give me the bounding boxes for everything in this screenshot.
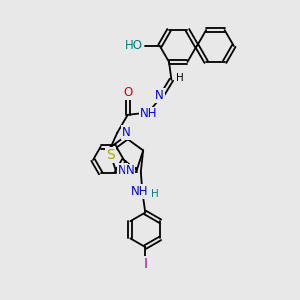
Text: N: N: [118, 164, 127, 177]
Text: NH: NH: [140, 107, 158, 120]
Text: N: N: [155, 89, 164, 102]
Text: N: N: [122, 126, 130, 139]
Text: H: H: [176, 73, 184, 83]
Text: NH: NH: [131, 185, 149, 198]
Text: S: S: [106, 148, 115, 162]
Text: N: N: [126, 164, 134, 178]
Text: HO: HO: [124, 40, 142, 52]
Text: H: H: [151, 189, 159, 199]
Text: O: O: [123, 86, 132, 99]
Text: I: I: [143, 257, 147, 271]
